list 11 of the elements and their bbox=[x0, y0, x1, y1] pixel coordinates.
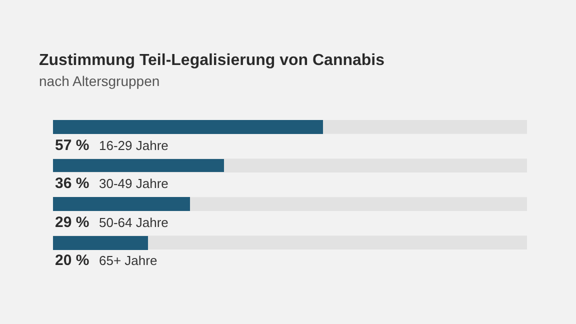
chart-subtitle: nach Altersgruppen bbox=[39, 73, 160, 89]
y-tick-label: 65+ Jahre bbox=[99, 253, 158, 268]
bar bbox=[53, 236, 148, 250]
data-label: 57 % bbox=[55, 137, 90, 154]
data-label: 20 % bbox=[55, 252, 90, 269]
y-tick-label: 50-64 Jahre bbox=[99, 215, 168, 230]
data-label: 29 % bbox=[55, 214, 90, 231]
chart-title: Zustimmung Teil-Legalisierung von Cannabis bbox=[39, 52, 385, 69]
y-tick-label: 16-29 Jahre bbox=[99, 138, 168, 153]
data-label: 36 % bbox=[55, 175, 90, 192]
y-tick-label: 30-49 Jahre bbox=[99, 176, 168, 191]
